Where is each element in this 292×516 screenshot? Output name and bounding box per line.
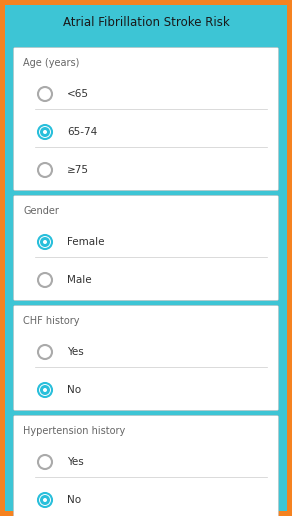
Circle shape bbox=[43, 388, 47, 392]
FancyBboxPatch shape bbox=[13, 415, 279, 516]
Text: Yes: Yes bbox=[67, 347, 84, 357]
FancyBboxPatch shape bbox=[13, 305, 279, 411]
Text: Atrial Fibrillation Stroke Risk: Atrial Fibrillation Stroke Risk bbox=[62, 17, 230, 29]
Circle shape bbox=[38, 87, 52, 101]
Circle shape bbox=[40, 127, 50, 137]
Text: CHF history: CHF history bbox=[23, 316, 79, 326]
Circle shape bbox=[43, 240, 47, 244]
Text: <65: <65 bbox=[67, 89, 89, 99]
Circle shape bbox=[40, 237, 50, 247]
Circle shape bbox=[38, 383, 52, 397]
Circle shape bbox=[38, 493, 52, 507]
Circle shape bbox=[40, 385, 50, 395]
Circle shape bbox=[43, 498, 47, 502]
Circle shape bbox=[38, 235, 52, 249]
FancyBboxPatch shape bbox=[13, 196, 279, 300]
Circle shape bbox=[43, 130, 47, 134]
Circle shape bbox=[40, 495, 50, 505]
FancyBboxPatch shape bbox=[13, 47, 279, 190]
Text: Male: Male bbox=[67, 275, 92, 285]
Text: 65-74: 65-74 bbox=[67, 127, 97, 137]
Text: Hypertension history: Hypertension history bbox=[23, 426, 125, 437]
Bar bbox=[5, 5, 287, 41]
Text: ≥75: ≥75 bbox=[67, 165, 89, 175]
Circle shape bbox=[38, 455, 52, 469]
Text: No: No bbox=[67, 495, 81, 505]
Circle shape bbox=[38, 125, 52, 139]
Text: Yes: Yes bbox=[67, 457, 84, 467]
Text: No: No bbox=[67, 385, 81, 395]
Circle shape bbox=[38, 273, 52, 287]
Circle shape bbox=[38, 163, 52, 177]
Text: Female: Female bbox=[67, 237, 105, 247]
Text: Gender: Gender bbox=[23, 206, 59, 216]
Text: Age (years): Age (years) bbox=[23, 58, 79, 68]
Circle shape bbox=[38, 345, 52, 359]
